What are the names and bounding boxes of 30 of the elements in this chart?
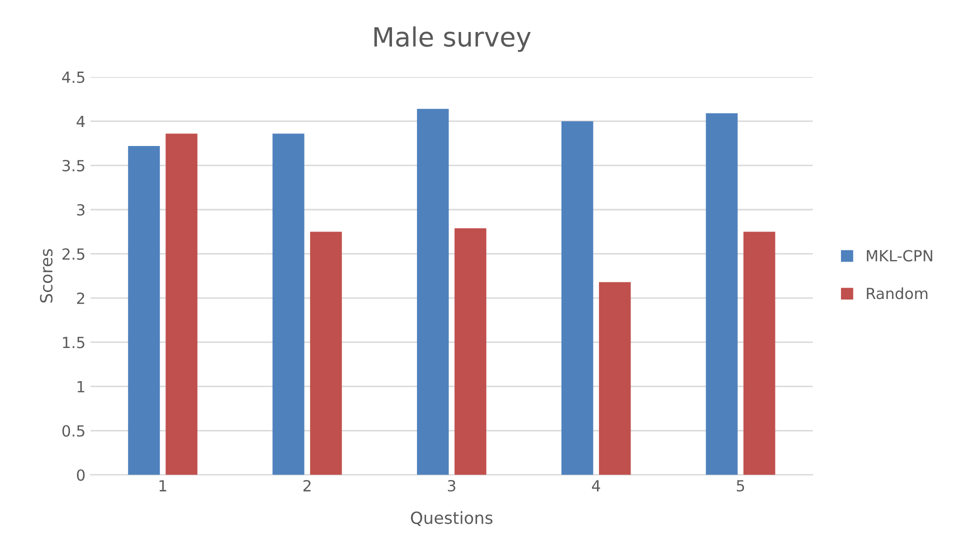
x-tick-label: 4: [592, 480, 600, 492]
y-tick-label: 3.5: [62, 160, 84, 172]
y-tick-label: 3: [77, 204, 84, 216]
y-tick-label: 1: [78, 381, 84, 392]
legend-label: MKL-CPN: [866, 250, 932, 262]
y-tick-label: 0: [76, 469, 85, 481]
chart-title: Male survey: [374, 26, 531, 52]
bar: [454, 228, 486, 475]
x-tick-label: 2: [303, 480, 311, 492]
bar: [598, 282, 631, 475]
bar: [128, 146, 160, 475]
bar: [706, 113, 738, 475]
x-tick-label: 5: [736, 480, 744, 492]
bar: [272, 134, 304, 475]
bar: [561, 121, 594, 475]
legend-label: Random: [866, 287, 928, 300]
x-tick-label: 1: [160, 480, 166, 492]
y-tick-label: 1.5: [63, 336, 84, 348]
bar: [310, 232, 342, 475]
y-tick-label: 2.5: [62, 248, 84, 260]
y-axis-title: Scores: [40, 249, 53, 303]
x-tick-label: 3: [448, 480, 456, 492]
bar: [416, 108, 449, 475]
x-axis-title: Questions: [410, 511, 492, 526]
y-tick-label: 4.5: [62, 72, 84, 84]
y-tick-label: 4: [76, 116, 85, 128]
bar: [743, 232, 776, 475]
y-tick-label: 0.5: [62, 425, 84, 437]
y-tick-label: 2: [77, 292, 84, 304]
bar: [166, 134, 198, 475]
